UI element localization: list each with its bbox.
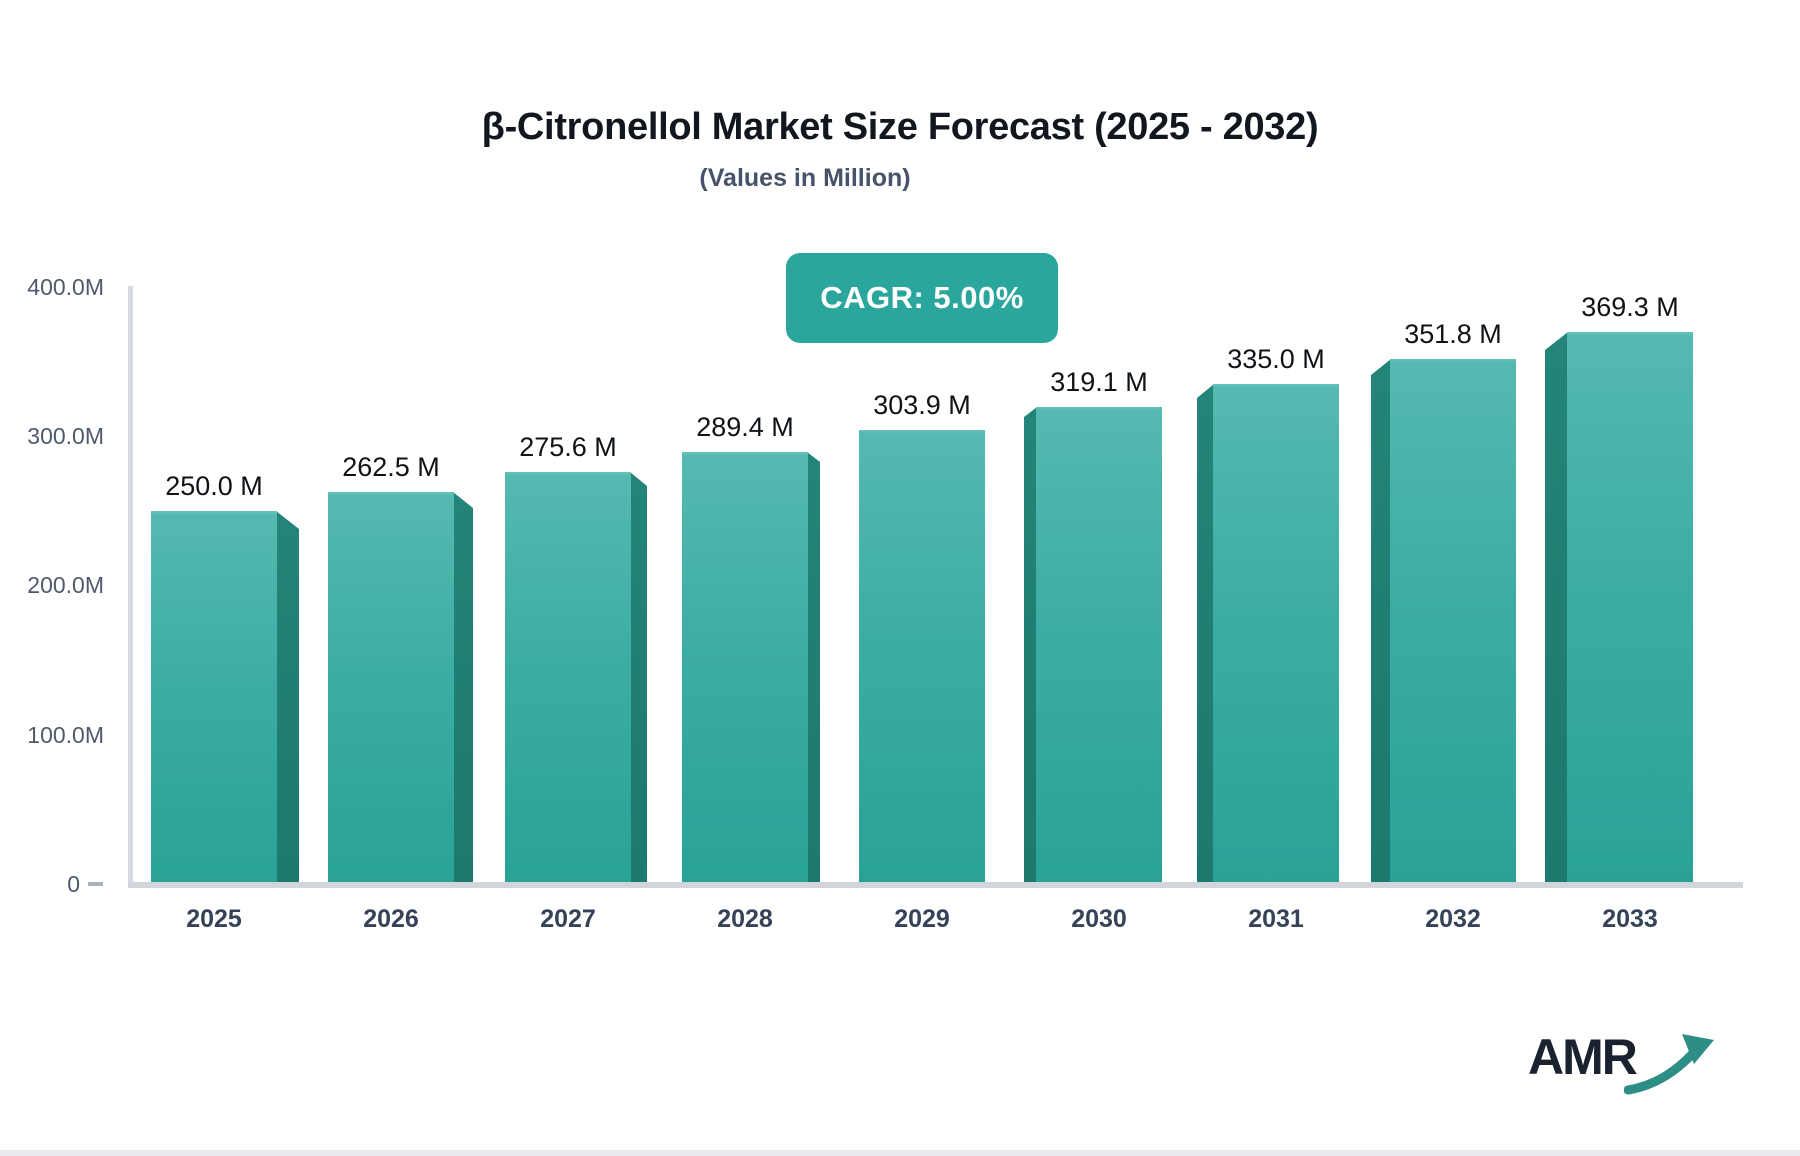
x-tick-label-2031: 2031	[1248, 905, 1304, 933]
bar-side-2032	[1371, 359, 1391, 884]
bar-face-2033	[1567, 332, 1693, 884]
y-tick-label-300.0M: 300.0M	[27, 423, 104, 449]
footer-strip	[0, 1150, 1800, 1156]
bar-face-2030	[1036, 407, 1162, 884]
bar-value-label-2031: 335.0 M	[1227, 344, 1325, 374]
bar-value-label-2032: 351.8 M	[1404, 319, 1502, 349]
bar-face-2027	[505, 472, 631, 884]
bar-face-2029	[859, 430, 985, 884]
cagr-badge: CAGR: 5.00%	[786, 253, 1058, 343]
x-tick-label-2027: 2027	[540, 905, 596, 933]
bar-value-label-2033: 369.3 M	[1581, 292, 1679, 322]
bar-value-label-2025: 250.0 M	[165, 471, 263, 501]
y-tick-label-200.0M: 200.0M	[27, 572, 104, 598]
x-axis-line	[128, 882, 1743, 888]
bar-value-label-2027: 275.6 M	[519, 432, 617, 462]
bar-value-label-2028: 289.4 M	[696, 412, 794, 442]
x-tick-label-2026: 2026	[363, 905, 419, 933]
bar-side-2028	[807, 452, 820, 884]
bar-side-2033	[1545, 332, 1568, 884]
x-tick-label-2033: 2033	[1602, 905, 1658, 933]
bar-value-label-2030: 319.1 M	[1050, 367, 1148, 397]
bar-side-2027	[630, 472, 647, 884]
chart-subtitle: (Values in Million)	[699, 164, 911, 192]
bar-face-2031	[1213, 384, 1339, 884]
bar-face-2025	[151, 511, 277, 884]
bar-side-2030	[1024, 407, 1037, 884]
x-tick-label-2029: 2029	[894, 905, 950, 933]
amr-logo-text: AMR	[1528, 1029, 1638, 1085]
x-tick-label-2032: 2032	[1425, 905, 1481, 933]
bar-side-2025	[276, 511, 299, 884]
x-tick-label-2028: 2028	[717, 905, 773, 933]
y-tick-label-400.0M: 400.0M	[27, 274, 104, 300]
bar-side-2031	[1197, 384, 1214, 884]
y-axis-line	[128, 286, 133, 884]
bar-side-2026	[453, 492, 473, 884]
bar-face-2032	[1390, 359, 1516, 884]
bar-face-2026	[328, 492, 454, 884]
zero-tick-mark	[88, 882, 103, 886]
bar-value-label-2029: 303.9 M	[873, 390, 971, 420]
y-tick-label-100.0M: 100.0M	[27, 722, 104, 748]
y-tick-label-0: 0	[67, 871, 80, 897]
chart-title: β-Citronellol Market Size Forecast (2025…	[481, 106, 1319, 148]
x-tick-label-2030: 2030	[1071, 905, 1127, 933]
bar-face-2028	[682, 452, 808, 884]
growth-arrow-icon	[1623, 1034, 1714, 1095]
x-tick-label-2025: 2025	[186, 905, 242, 933]
bar-value-label-2026: 262.5 M	[342, 452, 440, 482]
amr-logo: AMR	[1528, 1028, 1716, 1096]
